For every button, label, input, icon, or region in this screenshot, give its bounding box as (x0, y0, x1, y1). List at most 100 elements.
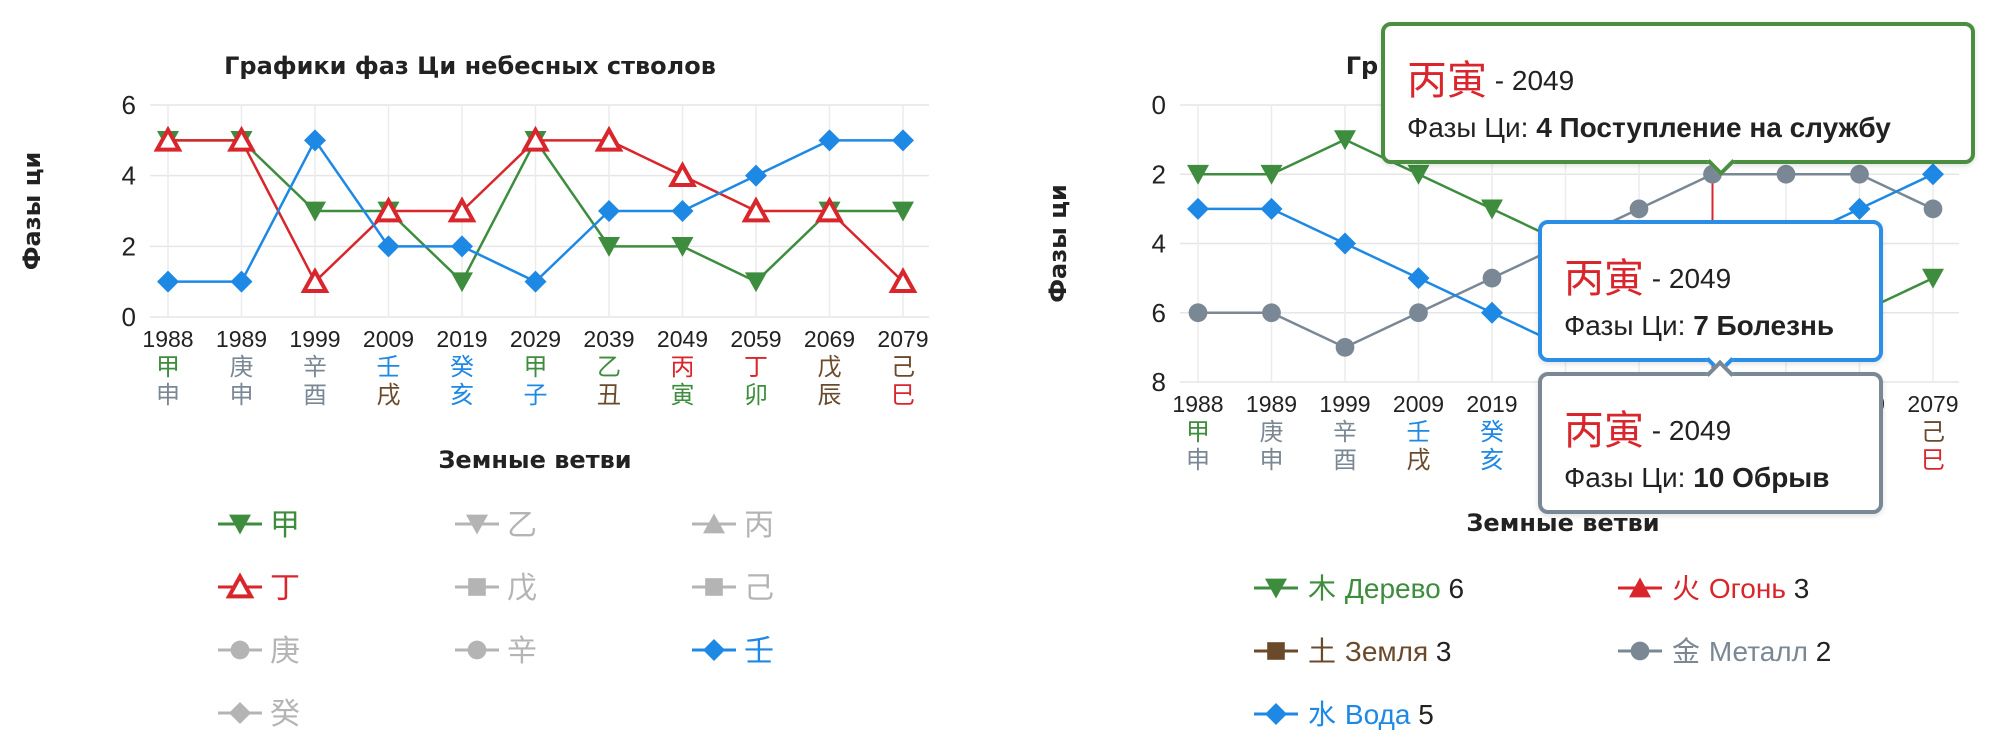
x-tick-stem: 辛 (303, 353, 327, 381)
y-tick-label: 2 (1152, 159, 1166, 189)
data-point-木-Дерево (1260, 164, 1283, 185)
x-tick-year: 2079 (1907, 391, 1958, 417)
x-tick-year: 2079 (877, 326, 928, 352)
x-tick-branch: 酉 (303, 381, 327, 409)
x-tick-year: 1989 (216, 326, 267, 352)
y-axis-label: Фазы ци (18, 152, 46, 271)
legend-marker (703, 513, 725, 534)
data-point-金-Металл (1335, 338, 1355, 357)
data-point-木-Дерево (1481, 199, 1503, 220)
legend-label: 乙 (507, 508, 537, 543)
x-tick-stem: 丙 (671, 353, 695, 381)
legend-marker (230, 640, 250, 660)
legend-symbol: 金 (1672, 635, 1709, 668)
x-tick-branch: 巳 (891, 381, 915, 409)
legend-count: 6 (1449, 573, 1465, 604)
tooltip-phase-value: 7 Болезнь (1693, 310, 1835, 341)
legend-label: 戊 (507, 571, 537, 606)
legend-symbol: 土 (1308, 635, 1345, 668)
data-point-丁 (888, 267, 918, 294)
x-tick-year: 2039 (583, 326, 634, 352)
data-point-丁 (521, 125, 550, 152)
y-tick-label: 0 (122, 302, 136, 332)
data-point-丁 (447, 196, 477, 223)
x-tick-stem: 癸 (450, 353, 474, 381)
data-point-丁 (300, 267, 330, 294)
legend-marker (1629, 577, 1651, 598)
legend-symbol: 木 (1308, 572, 1345, 605)
x-tick-year: 2029 (510, 326, 561, 352)
x-tick-branch: 丑 (597, 381, 621, 409)
data-point-金-Металл (1482, 268, 1502, 288)
legend-count: 3 (1794, 573, 1810, 604)
legend-marker (1267, 642, 1285, 660)
data-point-金-Металл (1629, 199, 1649, 219)
legend-marker (1265, 578, 1287, 599)
legend-count: 3 (1436, 636, 1452, 667)
data-point-丁 (153, 125, 183, 152)
tooltip-year: - 2049 (1494, 65, 1575, 96)
data-point-水-Вода (1187, 197, 1209, 220)
legend-label: Дерево (1345, 573, 1449, 604)
data-point-壬 (524, 270, 547, 293)
tooltip-phase-value: 10 Обрыв (1693, 462, 1830, 493)
data-point-水-Вода (1848, 197, 1871, 220)
legend-marker (229, 702, 251, 724)
data-point-甲 (745, 272, 767, 293)
data-point-木-Дерево (1407, 164, 1430, 185)
x-tick-branch: 卯 (744, 381, 768, 409)
data-point-甲 (892, 201, 914, 222)
x-axis-label: Земные ветви (438, 446, 631, 474)
x-tick-stem: 辛 (1333, 418, 1357, 446)
data-point-金-Металл (1850, 164, 1869, 184)
data-point-甲 (451, 272, 473, 293)
x-tick-year: 1988 (142, 326, 193, 352)
x-tick-year: 2009 (1393, 391, 1444, 417)
x-tick-year: 2069 (804, 326, 855, 352)
x-tick-branch: 申 (1186, 446, 1210, 474)
legend-entry: 木 Дерево 6 (1308, 572, 1464, 605)
y-tick-label: 8 (1152, 367, 1166, 397)
data-point-木-Дерево (1187, 164, 1209, 185)
x-tick-year: 1989 (1246, 391, 1297, 417)
x-tick-branch: 辰 (818, 381, 842, 409)
data-point-丁 (374, 196, 403, 223)
x-tick-stem: 甲 (1186, 418, 1210, 446)
legend-marker (703, 639, 725, 661)
x-tick-stem: 甲 (156, 353, 180, 381)
x-tick-stem: 壬 (1407, 418, 1431, 446)
data-point-壬 (451, 235, 473, 258)
tooltip-phase-label: Фазы Ци: (1564, 310, 1686, 341)
legend-entry: 水 Вода 5 (1308, 698, 1434, 731)
data-point-金-Металл (1409, 303, 1428, 323)
data-point-金-Металл (1776, 164, 1796, 184)
legend-label: 丁 (270, 571, 300, 606)
x-tick-branch: 寅 (671, 381, 695, 409)
legend-label: 丙 (744, 508, 774, 543)
legend-symbol: 火 (1672, 572, 1709, 605)
legend-count: 5 (1418, 699, 1434, 730)
x-tick-year: 2009 (363, 326, 414, 352)
x-tick-branch: 戌 (1407, 446, 1431, 474)
chart-title: Гр (1346, 52, 1378, 80)
x-tick-year: 2059 (730, 326, 781, 352)
x-tick-branch: 申 (1260, 446, 1284, 474)
data-point-壬 (671, 200, 694, 222)
data-point-壬 (230, 270, 253, 293)
tooltip-year: - 2049 (1651, 415, 1732, 446)
x-tick-stem: 己 (891, 353, 915, 381)
legend-label: Земля (1345, 636, 1436, 667)
y-tick-label: 6 (1152, 298, 1166, 328)
legend-entry: 金 Металл 2 (1672, 635, 1831, 668)
legend-label: Вода (1345, 699, 1418, 730)
data-point-壬 (377, 235, 400, 258)
data-point-木-Дерево (1922, 268, 1944, 289)
data-point-甲 (598, 236, 620, 257)
data-point-壬 (892, 129, 914, 152)
data-point-水-Вода (1260, 197, 1283, 220)
legend-count: 2 (1816, 636, 1832, 667)
data-point-木-Дерево (1334, 130, 1356, 151)
x-tick-branch: 亥 (450, 381, 474, 409)
data-point-丁 (741, 196, 771, 223)
data-point-甲 (304, 201, 326, 222)
